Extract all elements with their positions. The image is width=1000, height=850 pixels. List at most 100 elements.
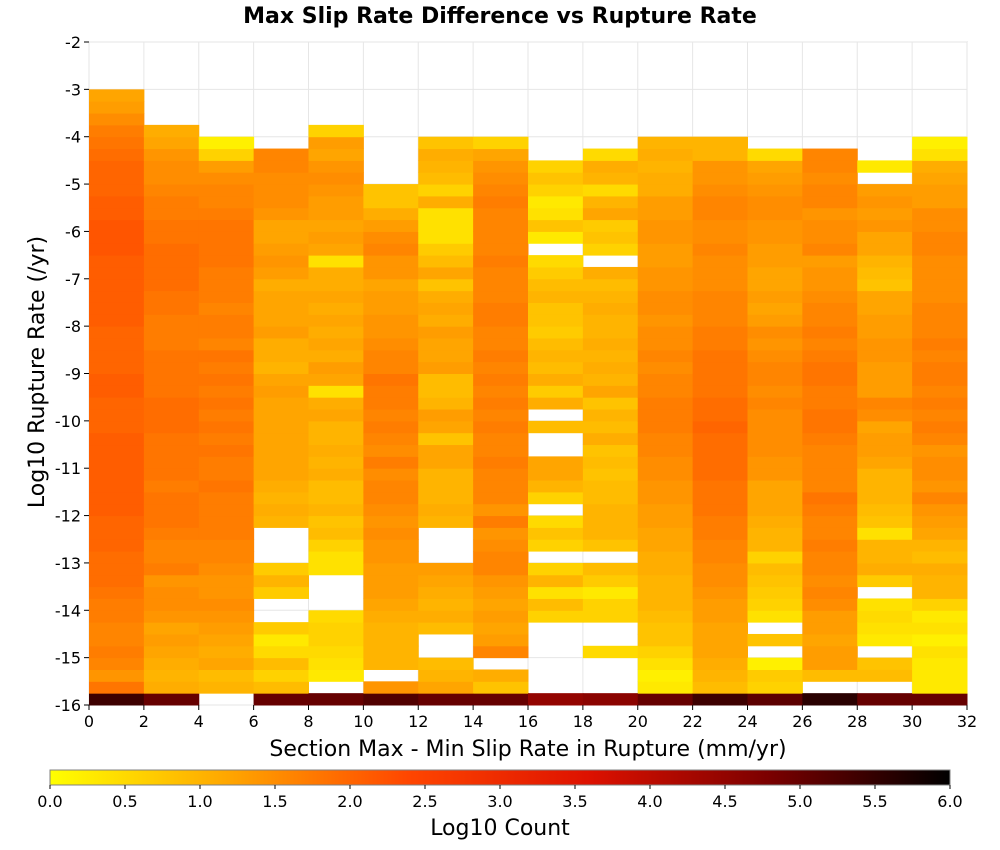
heatmap-cell	[528, 527, 584, 540]
heatmap-cell	[143, 515, 200, 528]
heatmap-cell	[637, 160, 694, 173]
heatmap-cell	[418, 255, 474, 268]
heatmap-cell	[363, 539, 419, 552]
heatmap-cell	[747, 491, 803, 505]
heatmap-cell	[418, 290, 474, 303]
heatmap-cell	[363, 302, 419, 315]
heatmap-cell	[473, 645, 529, 659]
heatmap-cell	[857, 432, 913, 446]
heatmap-cell	[143, 160, 200, 173]
heatmap-cell	[89, 219, 145, 232]
heatmap-cell	[363, 562, 419, 576]
heatmap-cell	[692, 669, 748, 682]
heatmap-cell	[143, 574, 200, 588]
heatmap-cell	[198, 574, 255, 588]
y-tick-label: -16	[55, 696, 81, 715]
heatmap-cell	[143, 231, 200, 244]
heatmap-cells	[89, 89, 968, 706]
heatmap-cell	[582, 491, 639, 505]
heatmap-cell	[747, 409, 803, 422]
heatmap-cell	[253, 622, 309, 635]
colorbar-tick-label: 1.5	[262, 792, 287, 811]
heatmap-cell	[89, 255, 145, 268]
heatmap-cell	[857, 574, 913, 588]
heatmap-cell	[912, 586, 968, 599]
heatmap-cell	[143, 124, 200, 138]
heatmap-cell	[528, 491, 584, 505]
heatmap-cell	[308, 385, 364, 398]
heatmap-cell	[253, 361, 309, 374]
colorbar-tick-label: 0.0	[37, 792, 62, 811]
heatmap-cell	[912, 278, 968, 292]
heatmap-cell	[692, 278, 748, 292]
heatmap-cell	[89, 515, 145, 528]
heatmap-cell	[637, 361, 694, 374]
heatmap-cell	[89, 681, 145, 694]
heatmap-cell	[637, 503, 694, 517]
heatmap-cell	[582, 184, 639, 197]
heatmap-cell	[747, 385, 803, 398]
y-axis-label: Log10 Rupture Rate (/yr)	[25, 236, 50, 508]
heatmap-cell	[198, 527, 255, 540]
heatmap-cell	[198, 148, 255, 161]
heatmap-cell	[528, 480, 584, 493]
y-tick-label: -3	[65, 80, 81, 99]
heatmap-cell	[637, 385, 694, 398]
heatmap-cell	[89, 503, 145, 517]
heatmap-cell	[912, 420, 968, 434]
y-tick-label: -11	[55, 459, 81, 478]
heatmap-cell	[473, 409, 529, 422]
colorbar-tick-label: 5.5	[862, 792, 887, 811]
heatmap-cell	[253, 172, 309, 185]
heatmap-cell	[418, 148, 474, 161]
heatmap-cell	[143, 645, 200, 659]
colorbar-tick-label: 1.0	[187, 792, 212, 811]
heatmap-cell	[308, 195, 364, 209]
heatmap-cell	[637, 468, 694, 481]
heatmap-cell	[857, 278, 913, 292]
heatmap-cell	[528, 290, 584, 303]
heatmap-cell	[308, 610, 364, 623]
heatmap-cell	[253, 515, 309, 528]
heatmap-cell	[802, 397, 858, 410]
y-tick-label: -4	[65, 128, 81, 147]
heatmap-cell	[912, 527, 968, 540]
heatmap-cell	[912, 148, 968, 161]
heatmap-cell	[582, 432, 639, 446]
heatmap-cell	[418, 207, 474, 221]
heatmap-cell	[637, 527, 694, 540]
heatmap-cell	[692, 503, 748, 517]
heatmap-cell	[747, 598, 803, 611]
heatmap-cell	[253, 681, 309, 694]
heatmap-cell	[143, 373, 200, 386]
heatmap-cell	[912, 302, 968, 315]
heatmap-cell	[747, 195, 803, 209]
heatmap-cell	[89, 562, 145, 576]
heatmap-cell	[747, 337, 803, 351]
heatmap-cell	[912, 657, 968, 670]
heatmap-cell	[747, 160, 803, 173]
heatmap-cell	[637, 290, 694, 303]
heatmap-cell	[308, 397, 364, 410]
heatmap-cell	[253, 349, 309, 363]
heatmap-cell	[692, 290, 748, 303]
heatmap-cell	[308, 278, 364, 292]
heatmap-cell	[418, 160, 474, 173]
heatmap-cell	[912, 491, 968, 505]
heatmap-cell	[802, 633, 858, 647]
heatmap-cell	[857, 444, 913, 457]
heatmap-cell	[143, 409, 200, 422]
heatmap-cell	[143, 420, 200, 434]
heatmap-cell	[912, 290, 968, 303]
heatmap-cell	[912, 160, 968, 173]
heatmap-cell	[802, 278, 858, 292]
heatmap-cell	[143, 337, 200, 351]
heatmap-cell	[857, 397, 913, 410]
heatmap-cell	[308, 622, 364, 635]
heatmap-cell	[418, 231, 474, 244]
heatmap-cell	[802, 480, 858, 493]
heatmap-cell	[582, 243, 639, 256]
heatmap-cell	[692, 195, 748, 209]
heatmap-cell	[143, 361, 200, 374]
heatmap-cell	[857, 693, 913, 706]
